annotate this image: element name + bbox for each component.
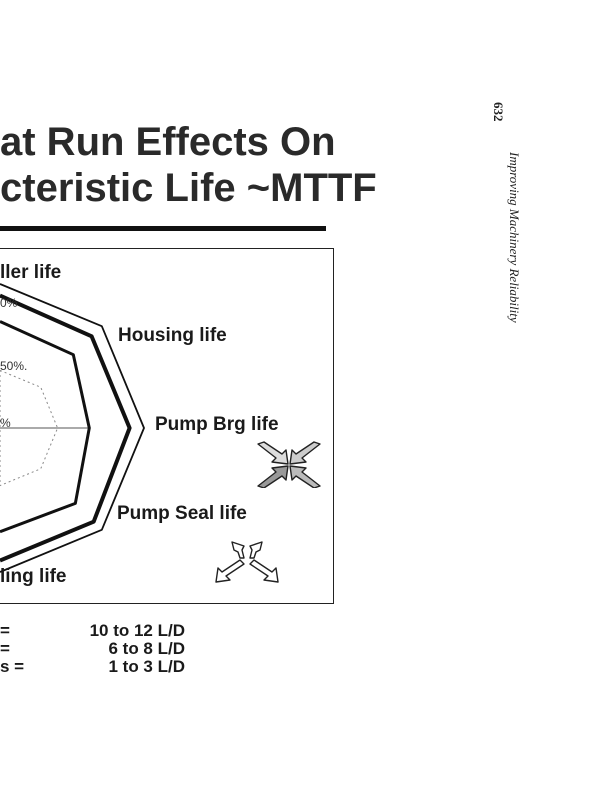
radar-grid-ring [0, 369, 59, 487]
axis-label-impeller: ller life [0, 262, 62, 283]
title-underline [0, 226, 326, 231]
legend-row: = 6 to 8 L/D [0, 640, 185, 658]
figure-title-line-1: at Run Effects On [0, 120, 336, 164]
axis-label-bearing: Pump Brg life [155, 414, 279, 435]
figure-title-line-2: cteristic Life ~MTTF [0, 166, 377, 210]
radar-series-line [0, 320, 91, 534]
radar-series-line [0, 283, 145, 573]
legend-key: s = [0, 657, 25, 676]
ring-label-outer: 0% [0, 296, 18, 310]
chart-panel [0, 248, 334, 604]
legend-value: 10 to 12 L/D [89, 621, 185, 640]
radar-chart [0, 283, 145, 573]
legend-row: = 10 to 12 L/D [0, 622, 185, 640]
page-number: 632 [491, 102, 506, 122]
legend-key: = [0, 639, 10, 658]
ring-label-mid: 50%. [0, 359, 28, 373]
legend-value: 1 to 3 L/D [108, 657, 185, 676]
axis-label-housing: Housing life [118, 325, 227, 346]
inward-arrows-icon [257, 441, 321, 488]
axis-label-coupling: ling life [0, 566, 67, 587]
legend-value: 6 to 8 L/D [108, 639, 185, 658]
radar-series-line [0, 293, 132, 563]
legend-row: s = 1 to 3 L/D [0, 658, 185, 676]
ring-label-inner: % [0, 416, 11, 430]
outward-arrows-icon [215, 541, 279, 583]
legend: = 10 to 12 L/D = 6 to 8 L/D s = 1 to 3 L… [0, 622, 185, 676]
legend-key: = [0, 621, 10, 640]
axis-label-seal: Pump Seal life [117, 503, 247, 524]
running-head: Improving Machinery Reliability [507, 152, 522, 323]
